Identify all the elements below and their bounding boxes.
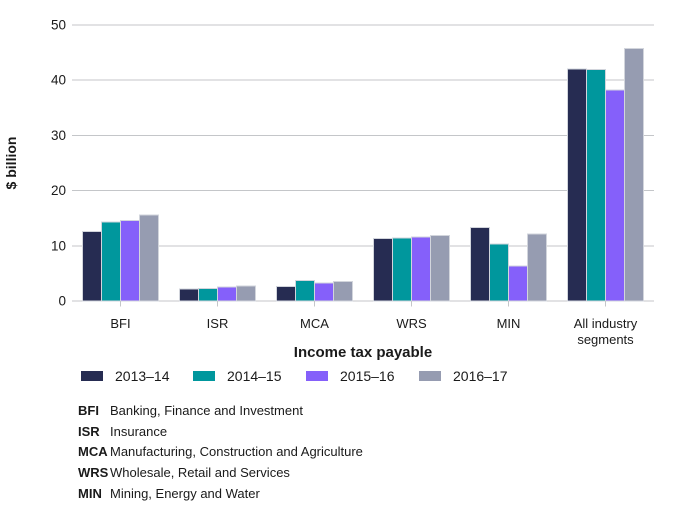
bar bbox=[605, 89, 625, 302]
bar bbox=[101, 221, 121, 302]
footnote-abbr: BFI bbox=[78, 403, 99, 418]
footnote-row: MIN Mining, Energy and Water bbox=[78, 484, 363, 505]
legend-swatch bbox=[306, 371, 328, 381]
bar bbox=[82, 230, 102, 302]
abbreviation-key: BFI Banking, Finance and Investment ISR In… bbox=[78, 401, 363, 505]
y-axis-tick-label: 20 bbox=[51, 183, 66, 198]
footnote-abbr: WRS bbox=[78, 465, 109, 481]
y-axis-tick-label: 50 bbox=[51, 18, 66, 33]
bar bbox=[567, 68, 587, 302]
bar bbox=[139, 214, 159, 302]
y-axis-tick-label: 0 bbox=[58, 294, 66, 309]
x-axis-tick-label: MIN bbox=[497, 316, 521, 331]
legend-swatch bbox=[193, 371, 215, 381]
x-axis-tick-label: All industry bbox=[574, 316, 638, 331]
legend-item: 2016–17 bbox=[419, 369, 508, 383]
bar bbox=[508, 265, 528, 302]
y-axis-tick-label: 40 bbox=[51, 73, 66, 88]
bar bbox=[624, 48, 644, 302]
y-axis-tick-label: 10 bbox=[51, 238, 66, 253]
footnote-row: BFI Banking, Finance and Investment bbox=[78, 401, 363, 422]
x-axis-tick-label: ISR bbox=[207, 316, 229, 331]
legend-label: 2015–16 bbox=[340, 368, 395, 384]
footnote-abbr: MCA bbox=[78, 444, 108, 460]
bar bbox=[373, 238, 393, 302]
footnote-row: WRS Wholesale, Retail and Services bbox=[78, 463, 363, 484]
footnote-row: MCA Manufacturing, Construction and Agric… bbox=[78, 442, 363, 463]
footnote-desc: Insurance bbox=[110, 423, 168, 439]
bar bbox=[217, 286, 237, 302]
bar bbox=[411, 236, 431, 302]
legend-label: 2016–17 bbox=[453, 368, 508, 384]
footnote-abbr: ISR bbox=[78, 423, 100, 439]
bar bbox=[179, 288, 199, 302]
x-axis-tick-label: MCA bbox=[300, 316, 329, 331]
y-axis-title: $ billion bbox=[3, 137, 19, 190]
bar bbox=[295, 280, 315, 302]
bar bbox=[586, 69, 606, 302]
legend-item: 2014–15 bbox=[193, 369, 282, 383]
bar bbox=[276, 286, 296, 302]
bar bbox=[470, 227, 490, 302]
bar bbox=[392, 237, 412, 302]
bar bbox=[430, 234, 450, 302]
footnote-desc: Banking, Finance and Investment bbox=[110, 403, 303, 418]
bar bbox=[236, 285, 256, 302]
footnote-desc: Mining, Energy and Water bbox=[110, 485, 260, 501]
footnote-desc: Manufacturing, Construction and Agricult… bbox=[110, 444, 363, 460]
x-axis-tick-label: WRS bbox=[396, 316, 427, 331]
footnote-row: ISR Insurance bbox=[78, 422, 363, 443]
legend-swatch bbox=[81, 371, 103, 381]
footnote-abbr: MIN bbox=[78, 485, 102, 501]
bar bbox=[314, 282, 334, 302]
x-axis-tick-label: BFI bbox=[110, 316, 130, 331]
legend-label: 2014–15 bbox=[227, 368, 282, 384]
legend-label: 2013–14 bbox=[115, 368, 170, 384]
footnote-desc: Wholesale, Retail and Services bbox=[110, 465, 290, 481]
x-axis-title: Income tax payable bbox=[294, 344, 432, 361]
bar bbox=[333, 281, 353, 302]
x-axis-tick-label: segments bbox=[577, 332, 634, 347]
legend-swatch bbox=[419, 371, 441, 381]
legend-item: 2013–14 bbox=[81, 369, 170, 383]
bar-chart: 0 10 20 30 40 50 BFI ISR MCA WRS MIN All industrys… bbox=[3, 18, 654, 361]
bar bbox=[120, 219, 140, 302]
gridlines: 0 10 20 30 40 50 bbox=[51, 18, 654, 309]
bars bbox=[82, 48, 644, 302]
legend-item: 2015–16 bbox=[306, 369, 395, 383]
y-axis-tick-label: 30 bbox=[51, 128, 66, 143]
bar bbox=[198, 287, 218, 302]
bar bbox=[489, 243, 509, 302]
bar bbox=[527, 233, 547, 302]
